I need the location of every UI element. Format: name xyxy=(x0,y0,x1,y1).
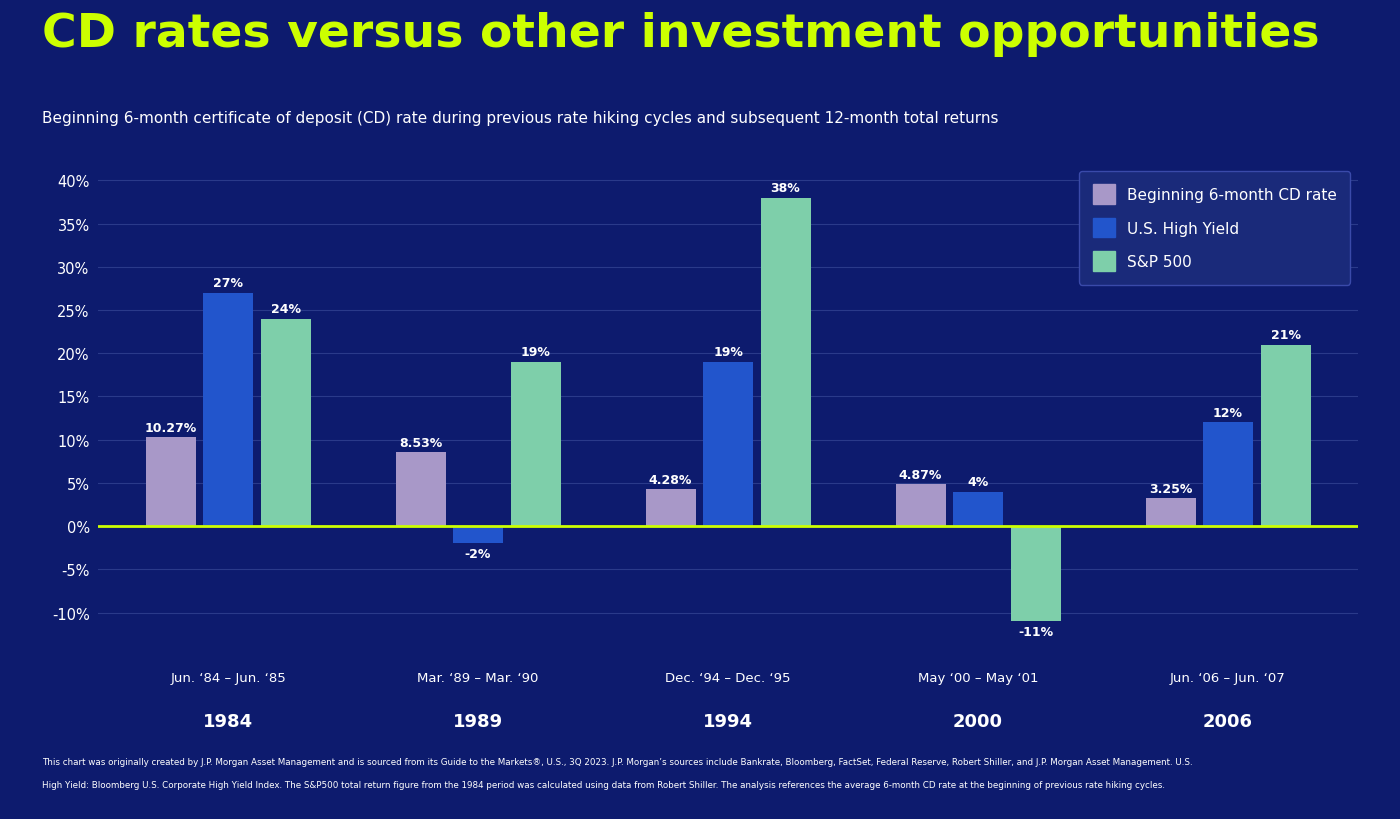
Text: -2%: -2% xyxy=(465,547,491,560)
Text: Dec. ‘94 – Dec. ‘95: Dec. ‘94 – Dec. ‘95 xyxy=(665,672,791,685)
Text: 10.27%: 10.27% xyxy=(144,422,196,434)
Bar xyxy=(511,363,560,527)
Text: 4.87%: 4.87% xyxy=(899,468,942,481)
Bar xyxy=(1203,423,1253,527)
Text: High Yield: Bloomberg U.S. Corporate High Yield Index. The S&P500 total return f: High Yield: Bloomberg U.S. Corporate Hig… xyxy=(42,780,1165,789)
Text: 2006: 2006 xyxy=(1203,713,1253,731)
Text: 4.28%: 4.28% xyxy=(648,473,692,486)
Bar xyxy=(953,492,1002,527)
Text: 1984: 1984 xyxy=(203,713,253,731)
Bar xyxy=(1011,527,1061,622)
Bar xyxy=(454,527,503,544)
Bar xyxy=(645,490,696,527)
Text: 19%: 19% xyxy=(713,346,743,359)
Bar xyxy=(260,319,311,527)
Text: This chart was originally created by J.P. Morgan Asset Management and is sourced: This chart was originally created by J.P… xyxy=(42,758,1193,767)
Text: 38%: 38% xyxy=(770,182,801,195)
Text: 19%: 19% xyxy=(521,346,550,359)
Bar xyxy=(760,198,811,527)
Text: 3.25%: 3.25% xyxy=(1149,482,1193,495)
Text: Beginning 6-month certificate of deposit (CD) rate during previous rate hiking c: Beginning 6-month certificate of deposit… xyxy=(42,111,998,125)
Text: Mar. ‘89 – Mar. ‘90: Mar. ‘89 – Mar. ‘90 xyxy=(417,672,539,685)
Bar xyxy=(703,363,753,527)
Bar xyxy=(203,293,253,527)
Text: Jun. ‘84 – Jun. ‘85: Jun. ‘84 – Jun. ‘85 xyxy=(171,672,286,685)
Bar xyxy=(396,453,445,527)
Text: 8.53%: 8.53% xyxy=(399,437,442,450)
Legend: Beginning 6-month CD rate, U.S. High Yield, S&P 500: Beginning 6-month CD rate, U.S. High Yie… xyxy=(1079,171,1351,285)
Text: Jun. ‘06 – Jun. ‘07: Jun. ‘06 – Jun. ‘07 xyxy=(1170,672,1285,685)
Text: 24%: 24% xyxy=(270,303,301,316)
Text: 12%: 12% xyxy=(1212,406,1243,419)
Text: CD rates versus other investment opportunities: CD rates versus other investment opportu… xyxy=(42,12,1320,57)
Text: 4%: 4% xyxy=(967,476,988,489)
Text: 21%: 21% xyxy=(1271,328,1301,342)
Bar xyxy=(1260,345,1310,527)
Text: -11%: -11% xyxy=(1018,625,1053,638)
Text: 1994: 1994 xyxy=(703,713,753,731)
Text: 2000: 2000 xyxy=(953,713,1002,731)
Bar xyxy=(896,485,945,527)
Bar xyxy=(146,438,196,527)
Text: May ‘00 – May ‘01: May ‘00 – May ‘01 xyxy=(918,672,1039,685)
Text: 1989: 1989 xyxy=(454,713,503,731)
Bar xyxy=(1145,499,1196,527)
Text: 27%: 27% xyxy=(213,277,244,290)
